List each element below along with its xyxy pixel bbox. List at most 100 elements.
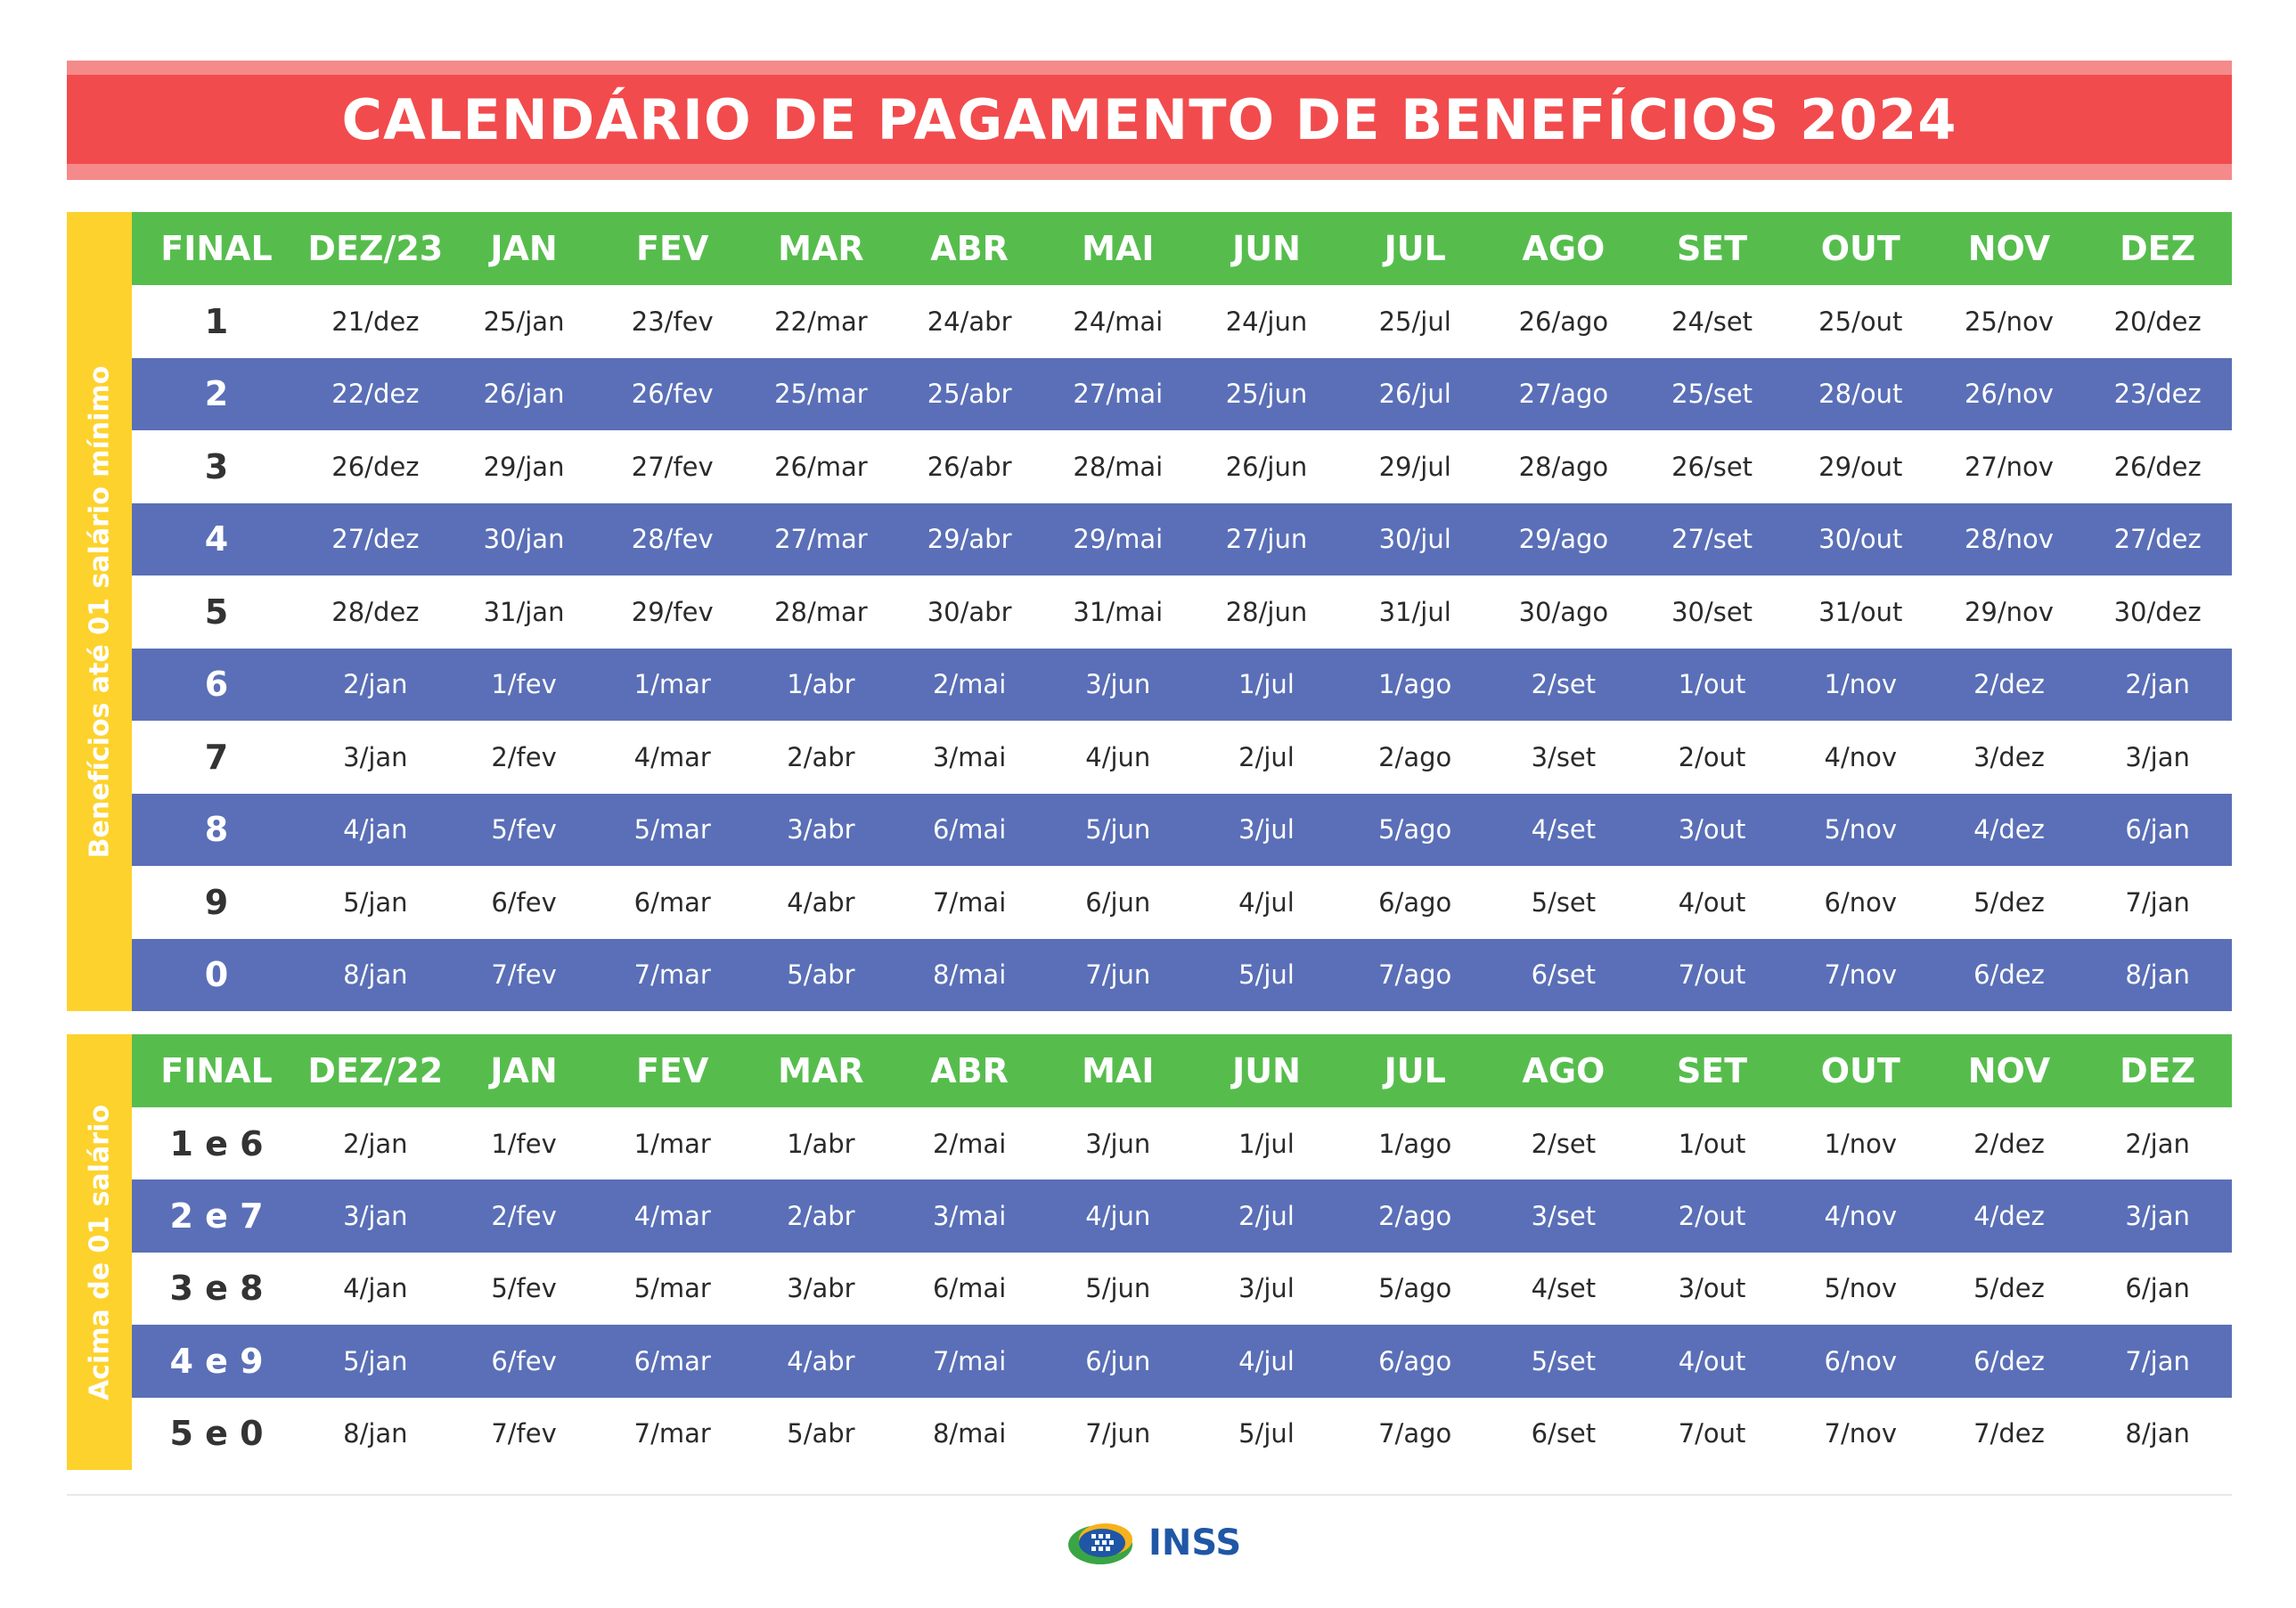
inss-emblem-icon <box>1068 1523 1132 1564</box>
payment-date: 3/mai <box>932 741 1007 772</box>
payment-date: 6/mai <box>932 1273 1007 1304</box>
payment-date: 6/jun <box>1085 886 1151 918</box>
payment-date: 6/nov <box>1824 886 1898 918</box>
header-month: NOV <box>1967 1051 2051 1090</box>
payment-date: 2/abr <box>787 741 855 772</box>
payment-date: 7/dez <box>1973 1418 2045 1449</box>
payment-date: 3/jan <box>343 1201 408 1232</box>
header-month: OUT <box>1820 229 1900 268</box>
table-row: 3 26/dez 29/jan 27/fev 26/mar 26/abr 28/mai 26/… <box>132 430 2232 503</box>
payment-date: 5/ago <box>1378 814 1452 845</box>
payment-date: 1/abr <box>787 669 855 700</box>
section-ate-um-salario: Benefícios até 01 salário mínimo FINAL DE… <box>67 212 2232 1011</box>
payment-date: 30/abr <box>927 596 1012 627</box>
payment-date: 6/dez <box>1973 959 2045 991</box>
header-final: FINAL <box>160 1051 273 1090</box>
payment-date: 27/dez <box>2113 524 2202 555</box>
payment-date: 7/mar <box>633 959 711 991</box>
payment-date: 1/fev <box>491 1128 557 1159</box>
payment-table: FINAL DEZ/22 JAN FEV MAR ABR MAI JUN JUL AGO SET OU… <box>132 1034 2232 1470</box>
final-digit: 2 <box>204 374 229 414</box>
final-digit: 2 e 7 <box>169 1196 264 1237</box>
header-month: DEZ/23 <box>307 229 444 268</box>
header-month: MAR <box>778 1051 864 1090</box>
payment-date: 7/jan <box>2125 1345 2190 1376</box>
payment-date: 27/ago <box>1518 379 1609 410</box>
payment-date: 23/dez <box>2113 379 2202 410</box>
payment-date: 3/set <box>1531 1201 1597 1232</box>
header-month: MAI <box>1082 229 1155 268</box>
payment-date: 4/set <box>1531 814 1597 845</box>
payment-date: 3/out <box>1678 814 1746 845</box>
payment-date: 4/set <box>1531 1273 1597 1304</box>
payment-date: 6/set <box>1531 959 1597 991</box>
header-month: FEV <box>636 229 709 268</box>
table-row: 2 e 7 3/jan 2/fev 4/mar 2/abr 3/mai 4/jun 2/jul… <box>132 1179 2232 1253</box>
payment-date: 1/ago <box>1378 1128 1452 1159</box>
payment-date: 2/out <box>1678 1201 1746 1232</box>
payment-date: 4/abr <box>787 1345 855 1376</box>
payment-date: 23/fev <box>631 306 714 337</box>
payment-date: 2/fev <box>491 741 557 772</box>
payment-date: 4/mar <box>633 741 711 772</box>
payment-date: 5/fev <box>491 814 557 845</box>
payment-date: 8/jan <box>343 1418 408 1449</box>
payment-date: 1/abr <box>787 1128 855 1159</box>
payment-date: 7/jun <box>1085 1418 1151 1449</box>
payment-date: 2/jul <box>1238 1201 1295 1232</box>
payment-date: 4/jan <box>343 1273 408 1304</box>
payment-date: 5/jan <box>343 886 408 918</box>
payment-date: 1/jul <box>1238 669 1295 700</box>
table-row: 2 22/dez 26/jan 26/fev 25/mar 25/abr 27/mai 25/… <box>132 357 2232 430</box>
payment-date: 6/mar <box>633 886 711 918</box>
payment-date: 6/fev <box>491 1345 557 1376</box>
payment-date: 7/out <box>1678 959 1746 991</box>
payment-date: 1/mar <box>633 669 711 700</box>
payment-date: 6/jan <box>2125 1273 2190 1304</box>
payment-date: 29/jan <box>483 451 565 482</box>
payment-date: 30/out <box>1818 524 1903 555</box>
table-row: 8 4/jan 5/fev 5/mar 3/abr 6/mai 5/jun 3/jul 5/ag… <box>132 793 2232 866</box>
payment-date: 28/jun <box>1225 596 1308 627</box>
payment-date: 25/jun <box>1225 379 1308 410</box>
payment-date: 21/dez <box>331 306 420 337</box>
payment-date: 7/nov <box>1824 959 1898 991</box>
payment-date: 7/jun <box>1085 959 1151 991</box>
table-header-row: FINAL DEZ/23 JAN FEV MAR ABR MAI JUN JUL AGO SET OU… <box>132 212 2232 285</box>
payment-date: 25/jul <box>1378 306 1451 337</box>
table-row: 5 28/dez 31/jan 29/fev 28/mar 30/abr 31/mai 28/… <box>132 575 2232 649</box>
payment-date: 4/dez <box>1973 1201 2045 1232</box>
payment-date: 1/fev <box>491 669 557 700</box>
final-digit: 4 <box>204 519 229 559</box>
payment-date: 5/jul <box>1238 1418 1295 1449</box>
final-digit: 1 <box>204 301 229 341</box>
payment-date: 27/dez <box>331 524 420 555</box>
inss-logo: INSS <box>1065 1514 1241 1571</box>
payment-date: 3/jul <box>1238 1273 1295 1304</box>
payment-date: 1/out <box>1678 669 1746 700</box>
payment-date: 5/dez <box>1973 886 2045 918</box>
header-month: DEZ <box>2120 229 2196 268</box>
section-side-tab: Acima de 01 salário <box>67 1034 132 1470</box>
payment-date: 25/mar <box>774 379 868 410</box>
payment-date: 20/dez <box>2113 306 2202 337</box>
payment-date: 3/jun <box>1085 669 1151 700</box>
header-month: SET <box>1676 1051 1748 1090</box>
payment-date: 25/jan <box>483 306 565 337</box>
payment-date: 5/set <box>1531 1345 1597 1376</box>
payment-date: 3/jul <box>1238 814 1295 845</box>
final-digit: 1 e 6 <box>169 1123 264 1163</box>
header-month: DEZ <box>2120 1051 2196 1090</box>
payment-date: 28/mai <box>1073 451 1164 482</box>
header-month: FEV <box>636 1051 709 1090</box>
payment-date: 29/abr <box>927 524 1012 555</box>
payment-date: 31/mai <box>1073 596 1164 627</box>
payment-date: 2/jul <box>1238 741 1295 772</box>
payment-date: 24/set <box>1671 306 1753 337</box>
payment-date: 1/ago <box>1378 669 1452 700</box>
payment-date: 26/abr <box>927 451 1012 482</box>
payment-date: 2/ago <box>1378 741 1452 772</box>
title-banner: CALENDÁRIO DE PAGAMENTO DE BENEFÍCIOS 20… <box>67 61 2232 180</box>
payment-table: FINAL DEZ/23 JAN FEV MAR ABR MAI JUN JUL AGO SET OU… <box>132 212 2232 1011</box>
final-digit: 5 <box>204 592 229 632</box>
